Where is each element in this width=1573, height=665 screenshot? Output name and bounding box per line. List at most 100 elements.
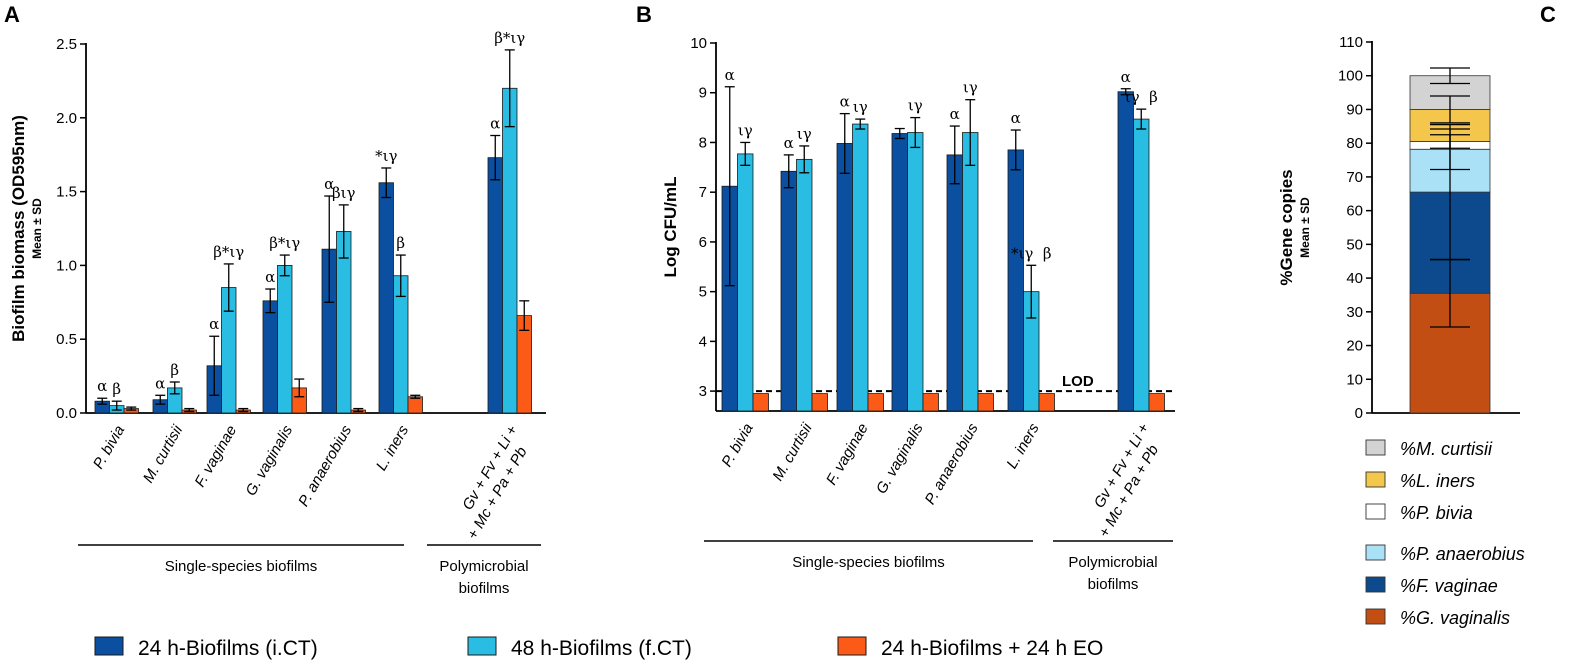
legend-swatch	[1365, 439, 1386, 456]
significance-label: β*ιγ	[269, 234, 300, 252]
significance-label: α	[97, 377, 107, 395]
bar	[378, 182, 394, 414]
bar	[407, 396, 423, 414]
y-tick-label: 70	[1346, 169, 1363, 186]
significance-label: α	[784, 134, 794, 152]
significance-label: *ιγ β	[1011, 244, 1052, 262]
legend-swatch	[1365, 608, 1386, 625]
significance-label: ιγ	[853, 98, 868, 116]
y-tick-label: 4	[699, 333, 707, 350]
legend-swatch	[1365, 576, 1386, 593]
bar	[487, 157, 503, 414]
bar	[796, 158, 813, 412]
y-tick-label: 100	[1338, 68, 1363, 85]
bar	[891, 133, 908, 412]
bar	[836, 143, 853, 412]
category-label: P. bivia	[718, 421, 756, 470]
legend-swatch	[837, 636, 867, 656]
y-tick-label: 0.5	[56, 331, 77, 348]
bar	[977, 393, 994, 412]
bar	[262, 300, 278, 414]
category-label: L. iners	[1003, 420, 1043, 472]
y-tick-label: 40	[1346, 270, 1363, 287]
y-tick-label: 90	[1346, 101, 1363, 118]
significance-label: α	[1121, 68, 1131, 86]
y-tick-label: 10	[1346, 371, 1363, 388]
significance-label: α	[324, 175, 334, 193]
significance-label: β*ιγ	[494, 29, 525, 47]
panel-letter: A	[4, 2, 20, 27]
y-tick-label: 30	[1346, 304, 1363, 321]
lod-label: LOD	[1062, 373, 1094, 390]
legend-label: 24 h-Biofilms (i.CT)	[138, 637, 318, 660]
significance-label: α	[725, 66, 735, 84]
bar	[1117, 91, 1134, 412]
y-tick-label: 5	[699, 284, 707, 301]
significance-label: α	[840, 93, 850, 111]
bar	[1148, 393, 1165, 412]
y-tick-label: 1.5	[56, 184, 77, 201]
group-label: Polymicrobial	[1068, 554, 1157, 571]
significance-label: *ιγ	[375, 147, 397, 165]
category-label: P. bivia	[90, 423, 128, 472]
legend-label: %M. curtisii	[1400, 439, 1493, 459]
y-tick-label: 8	[699, 134, 707, 151]
y-tick-label: 2.5	[56, 36, 77, 53]
bar	[907, 132, 924, 412]
category-label: P. anaerobius	[295, 422, 355, 509]
category-label: M. curtisii	[769, 420, 816, 484]
y-axis-title: %Gene copies	[1277, 169, 1296, 285]
bar	[502, 87, 518, 414]
panel-c: C 0 10 20 30 40 50 60 70 80 90 100 110 %Gene copies Me…	[1277, 2, 1556, 628]
legend-swatch	[1365, 544, 1386, 561]
y-tick-label: 10	[690, 35, 707, 52]
y-tick-label: 6	[699, 234, 707, 251]
category-label-line: M. curtisii	[140, 422, 187, 486]
main-legend: 24 h-Biofilms (i.CT) 48 h-Biofilms (f.CT)…	[94, 636, 1103, 660]
y-tick-label: 110	[1339, 34, 1363, 51]
group-label: Polymicrobial	[439, 558, 528, 575]
category-label-line: P. anaerobius	[295, 422, 355, 509]
significance-label: β	[396, 234, 405, 252]
panel-letter: C	[1540, 2, 1556, 27]
bar	[811, 393, 828, 412]
legend-label: %L. iners	[1400, 471, 1475, 491]
y-tick-label: 60	[1346, 203, 1363, 220]
category-label-line: M. curtisii	[769, 420, 816, 484]
category-label-line: P. bivia	[718, 421, 756, 470]
category-label: G. vaginalis	[873, 420, 927, 497]
bar	[922, 393, 939, 412]
legend-swatch	[94, 636, 124, 656]
legend-swatch	[467, 636, 497, 656]
legend-label: %P. anaerobius	[1400, 544, 1525, 564]
panel-letter: B	[636, 2, 652, 27]
legend-label: %F. vaginae	[1400, 576, 1498, 596]
bar	[780, 170, 797, 412]
bar	[852, 123, 869, 412]
bar	[946, 154, 963, 412]
bar	[867, 393, 884, 412]
y-tick-label: 3	[699, 383, 707, 400]
group-label: biofilms	[459, 580, 510, 597]
bar	[752, 393, 769, 412]
significance-label: α	[1011, 109, 1021, 127]
significance-label: β	[112, 380, 121, 398]
group-label: Single-species biofilms	[165, 558, 318, 575]
significance-label: ιγ	[797, 125, 812, 143]
significance-label: β	[170, 361, 179, 379]
significance-label: ιγ β	[1125, 88, 1158, 106]
category-label-line: L. iners	[1003, 420, 1043, 472]
y-tick-label: 50	[1346, 236, 1363, 253]
category-label: Gv + Fv + Li ++ Mc + Pa + Pb	[448, 422, 538, 542]
y-tick-label: 0.0	[56, 405, 77, 422]
bar	[1038, 393, 1055, 412]
significance-label: α	[490, 115, 500, 133]
y-axis-title: Log CFU/mL	[661, 176, 680, 277]
category-label-line: P. anaerobius	[922, 420, 982, 507]
y-axis-subtitle: Mean ± SD	[1298, 197, 1312, 258]
legend-swatch	[1365, 503, 1386, 520]
legend-label: %P. bivia	[1400, 503, 1473, 523]
y-tick-label: 80	[1346, 135, 1363, 152]
y-tick-label: 0	[1355, 405, 1363, 422]
